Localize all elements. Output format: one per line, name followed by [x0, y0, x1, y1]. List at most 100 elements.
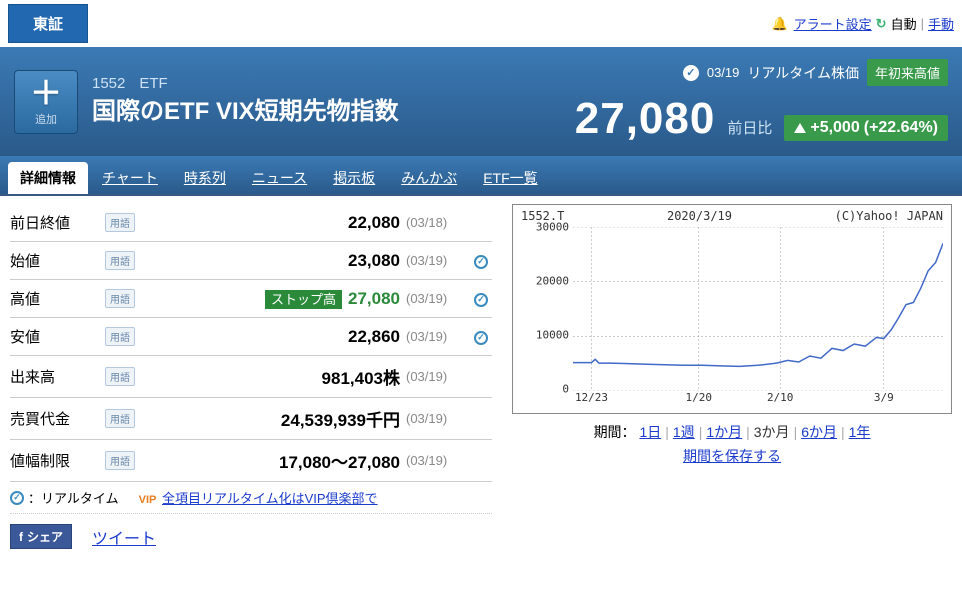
row-value: ストップ高27,080 — [135, 289, 406, 309]
tab-bar: 詳細情報チャート時系列ニュース掲示板みんかぶETF一覧 — [0, 156, 962, 196]
row-value: 22,080 — [135, 213, 406, 233]
glossary-button[interactable]: 用語 — [105, 251, 135, 270]
tab-詳細情報[interactable]: 詳細情報 — [8, 162, 88, 194]
row-date: (03/19) — [406, 411, 470, 426]
change-pct: (+22.64%) — [864, 119, 938, 137]
vip-badge-icon: VIP — [139, 494, 157, 506]
row-value: 22,860 — [135, 327, 406, 347]
glossary-button[interactable]: 用語 — [105, 289, 135, 308]
glossary-button[interactable]: 用語 — [105, 213, 135, 232]
bell-icon: 🔔 — [771, 16, 787, 32]
rt-legend: ✓ ：リアルタイム — [10, 488, 119, 507]
x-tick: 1/20 — [686, 391, 713, 404]
row-date: (03/19) — [406, 369, 470, 384]
data-table: 前日終値用語22,080(03/18)始値用語23,080(03/19)✓高値用… — [10, 204, 492, 559]
data-row: 出来高用語981,403株(03/19) — [10, 356, 492, 398]
stop-high-badge: ストップ高 — [265, 290, 342, 309]
save-period-link[interactable]: 期間を保存する — [512, 446, 952, 466]
data-row: 売買代金用語24,539,939千円(03/19) — [10, 398, 492, 440]
rt-dot-icon: ✓ — [10, 491, 24, 505]
tab-ニュース[interactable]: ニュース — [240, 162, 319, 194]
y-tick: 20000 — [536, 275, 569, 288]
period-1日[interactable]: 1日 — [639, 424, 661, 440]
tab-チャート[interactable]: チャート — [90, 162, 170, 194]
security-type: ETF — [139, 75, 167, 92]
rt-indicator-icon: ✓ — [474, 331, 488, 345]
row-value: 24,539,939千円 — [135, 406, 406, 431]
row-date: (03/19) — [406, 453, 470, 468]
x-tick: 3/9 — [874, 391, 894, 404]
ticker-code: 1552 — [92, 75, 125, 92]
current-price: 27,080 — [575, 94, 716, 144]
row-label: 出来高 — [10, 366, 105, 387]
glossary-button[interactable]: 用語 — [105, 327, 135, 346]
chart-area: 1552.T 2020/3/19 (C)Yahoo! JAPAN 0100002… — [512, 204, 952, 559]
row-label: 売買代金 — [10, 408, 105, 429]
row-date: (03/19) — [406, 253, 470, 268]
manual-link[interactable]: 手動 — [928, 14, 954, 33]
glossary-button[interactable]: 用語 — [105, 409, 135, 428]
rt-date: 03/19 — [707, 65, 740, 80]
change-value: +5,000 — [810, 119, 859, 137]
y-tick: 0 — [562, 383, 569, 396]
row-label: 始値 — [10, 250, 105, 271]
rt-label: リアルタイム株価 — [747, 63, 859, 83]
period-label: 期間： — [594, 424, 636, 440]
price-chart: 1552.T 2020/3/19 (C)Yahoo! JAPAN 0100002… — [512, 204, 952, 414]
data-row: 安値用語22,860(03/19) ✓ — [10, 318, 492, 356]
row-date: (03/19) — [406, 329, 470, 344]
x-tick: 2/10 — [767, 391, 794, 404]
y-tick: 10000 — [536, 329, 569, 342]
row-label: 安値 — [10, 326, 105, 347]
vip-promo: VIP 全項目リアルタイム化はVIP倶楽部で — [139, 488, 378, 507]
row-value: 23,080 — [135, 251, 406, 271]
add-label: 追加 — [35, 111, 57, 127]
data-row: 前日終値用語22,080(03/18) — [10, 204, 492, 242]
tab-みんかぶ[interactable]: みんかぶ — [389, 162, 469, 194]
y-tick: 30000 — [536, 221, 569, 234]
tab-掲示板[interactable]: 掲示板 — [321, 162, 387, 194]
prev-day-label: 前日比 — [727, 117, 772, 138]
glossary-button[interactable]: 用語 — [105, 367, 135, 386]
row-label: 高値 — [10, 288, 105, 309]
period-1年[interactable]: 1年 — [849, 424, 871, 440]
period-selector: 期間： 1日|1週|1か月|3か月|6か月|1年 期間を保存する — [512, 414, 952, 474]
top-right-controls: 🔔 アラート設定 ↻ 自動 | 手動 — [771, 14, 954, 33]
period-1週[interactable]: 1週 — [673, 424, 695, 440]
realtime-icon: ✓ — [683, 65, 699, 81]
glossary-button[interactable]: 用語 — [105, 451, 135, 470]
row-value: 981,403株 — [135, 364, 406, 389]
period-3か月[interactable]: 3か月 — [754, 424, 790, 440]
exchange-button[interactable]: 東証 — [8, 4, 88, 43]
rt-indicator-icon: ✓ — [474, 255, 488, 269]
arrow-up-icon — [794, 123, 806, 133]
reload-icon[interactable]: ↻ — [876, 16, 887, 32]
row-date: (03/19) — [406, 291, 470, 306]
facebook-share-button[interactable]: f シェア — [10, 524, 72, 549]
period-6か月[interactable]: 6か月 — [801, 424, 837, 440]
tweet-link[interactable]: ツイート — [92, 525, 156, 549]
plus-icon: ＋ — [30, 77, 62, 109]
chart-date: 2020/3/19 — [667, 209, 732, 223]
year-high-badge: 年初来高値 — [867, 59, 948, 86]
data-row: 高値用語ストップ高27,080(03/19) ✓ — [10, 280, 492, 318]
add-button[interactable]: ＋ 追加 — [14, 70, 78, 134]
row-label: 前日終値 — [10, 212, 105, 233]
rt-indicator-icon: ✓ — [474, 293, 488, 307]
change-badge: +5,000 (+22.64%) — [784, 115, 948, 141]
row-date: (03/18) — [406, 215, 470, 230]
vip-link[interactable]: 全項目リアルタイム化はVIP倶楽部で — [162, 491, 378, 506]
separator: | — [921, 16, 924, 31]
data-row: 値幅制限用語17,080～27,080(03/19) — [10, 440, 492, 482]
auto-label: 自動 — [891, 14, 917, 33]
data-row: 始値用語23,080(03/19) ✓ — [10, 242, 492, 280]
row-value: 17,080～27,080 — [135, 448, 406, 473]
x-tick: 12/23 — [575, 391, 608, 404]
tab-時系列[interactable]: 時系列 — [172, 162, 238, 194]
tab-ETF一覧[interactable]: ETF一覧 — [471, 162, 549, 194]
row-label: 値幅制限 — [10, 450, 105, 471]
alert-settings-link[interactable]: アラート設定 — [794, 14, 872, 33]
period-1か月[interactable]: 1か月 — [706, 424, 742, 440]
chart-copyright: (C)Yahoo! JAPAN — [835, 209, 943, 223]
stock-header: ＋ 追加 1552 ETF 国際のETF VIX短期先物指数 ✓ 03/19 リ… — [0, 47, 962, 156]
